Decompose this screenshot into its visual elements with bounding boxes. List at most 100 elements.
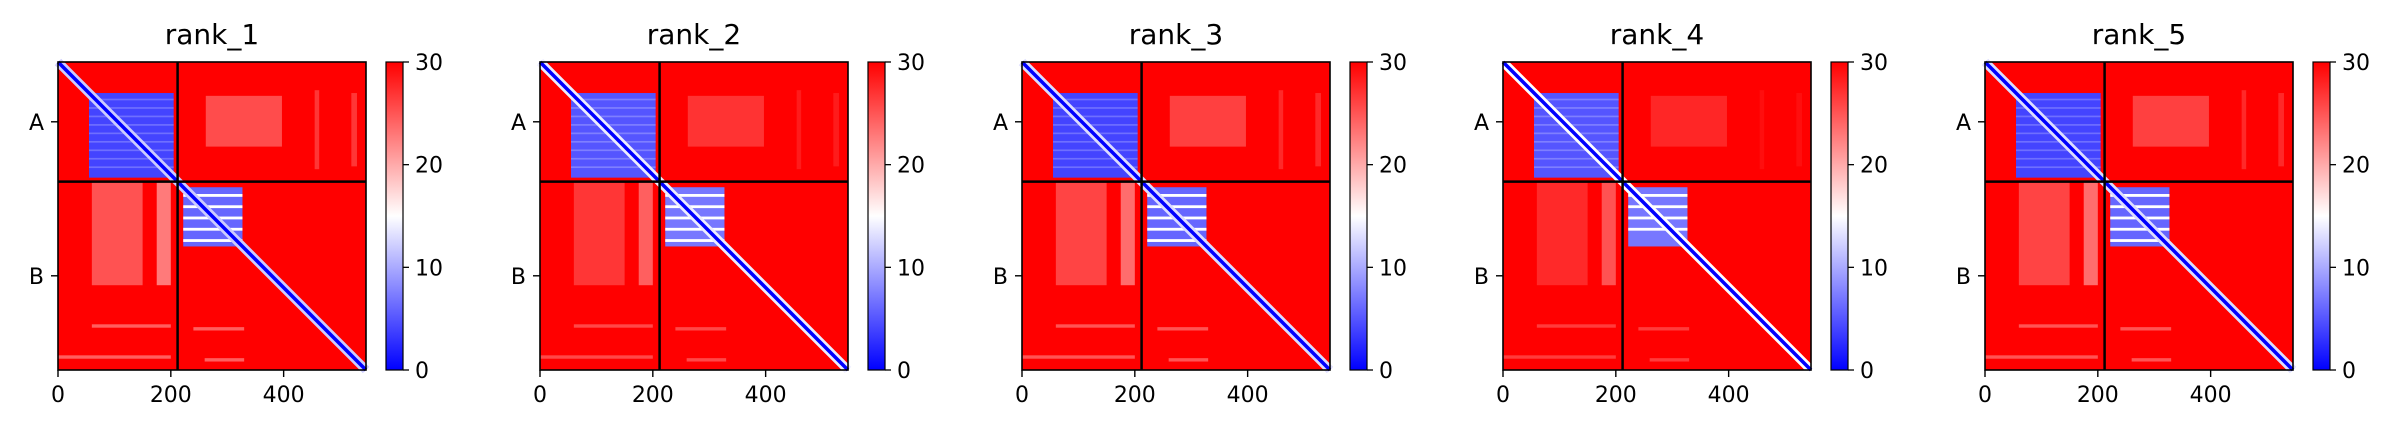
chain-a-texture (571, 98, 656, 101)
chain-label-A: A (993, 111, 1008, 136)
offdiag-speckle (1157, 327, 1209, 331)
chain-a-texture (571, 107, 656, 109)
offdiag-streak (2278, 93, 2284, 167)
x-tick-label: 400 (745, 383, 787, 408)
colorbar-tick-label: 30 (415, 51, 443, 76)
x-tick-label: 0 (1496, 383, 1510, 408)
colorbar-frame (867, 61, 886, 371)
x-tick-label: 0 (1015, 383, 1029, 408)
x-tick-label: 0 (51, 383, 65, 408)
panel-title: rank_3 (1129, 18, 1223, 51)
chain-a-texture (1534, 98, 1619, 101)
offdiag-speckle (1638, 327, 1690, 331)
chain-a-texture (571, 166, 656, 169)
offdiag-streak (1278, 90, 1284, 170)
offdiag-streak (2241, 90, 2247, 170)
colorbar-tick-label: 0 (1860, 359, 1874, 384)
colorbar (1350, 62, 1367, 370)
offdiag-stripe (156, 181, 171, 286)
offdiag-speckle (1536, 324, 1616, 328)
colorbar (868, 62, 885, 370)
heatmap-frame (539, 61, 849, 371)
chain-a-texture (2016, 98, 2101, 101)
heatmap-panel-5: rank_5 A B 0 200 400 0 10 20 30 (1956, 18, 2370, 408)
heatmap-frame (1984, 61, 2294, 371)
chain-a-texture (1053, 98, 1138, 101)
offdiag-speckle (540, 355, 653, 359)
x-tick-label: 200 (1114, 383, 1156, 408)
chain-b-stripe (183, 205, 243, 209)
offdiag-stripe (2018, 181, 2070, 286)
offdiag-stripe (1650, 95, 1727, 147)
colorbar-tick-label: 10 (2342, 256, 2370, 281)
offdiag-speckle (1055, 324, 1135, 328)
colorbar-tick-label: 0 (1379, 359, 1393, 384)
chain-a-texture (89, 107, 174, 109)
colorbar-tick-label: 30 (1860, 51, 1888, 76)
colorbar-tick-label: 30 (1379, 51, 1407, 76)
offdiag-stripe (1601, 181, 1616, 286)
x-tick-label: 200 (632, 383, 674, 408)
offdiag-speckle (91, 324, 171, 328)
heatmap-frame (1021, 61, 1331, 371)
chain-a-texture (2016, 124, 2101, 126)
offdiag-speckle (1022, 355, 1135, 359)
colorbar-tick-label: 10 (1860, 256, 1888, 281)
chain-b-stripe (183, 194, 243, 197)
chain-a-texture (2016, 115, 2101, 118)
x-tick-label: 200 (150, 383, 192, 408)
chain-a-texture (571, 149, 656, 152)
offdiag-speckle (2018, 324, 2098, 328)
offdiag-stripe (1536, 181, 1588, 286)
chain-b-stripe (665, 227, 725, 231)
chain-a-texture (2016, 149, 2101, 152)
offdiag-speckle (2131, 358, 2172, 362)
chain-label-A: A (1956, 111, 1971, 136)
offdiag-speckle (686, 358, 727, 362)
colorbar-tick-label: 20 (1379, 154, 1407, 179)
chain-a-texture (571, 157, 656, 160)
offdiag-stripe (1120, 181, 1135, 286)
chain-b-stripe (1628, 205, 1688, 209)
diagonal-core (56, 60, 368, 372)
chain-label-B: B (993, 265, 1008, 290)
x-tick-label: 0 (533, 383, 547, 408)
offdiag-speckle (1985, 355, 2098, 359)
chain-b-stripe (1147, 239, 1207, 242)
chain-a-texture (1534, 115, 1619, 118)
chain-a-texture (1053, 115, 1138, 118)
diagonal-core (1983, 60, 2295, 372)
chain-a-texture (89, 166, 174, 169)
heatmap-frame (57, 61, 367, 371)
chain-label-A: A (1474, 111, 1489, 136)
diagonal-core (538, 60, 850, 372)
heatmap-panel-3: rank_3 A B 0 200 400 0 10 20 30 (993, 18, 1407, 408)
offdiag-speckle (675, 327, 727, 331)
heatmap-panel-4: rank_4 A B 0 200 400 0 10 20 30 (1474, 18, 1888, 408)
offdiag-stripe (91, 181, 143, 286)
panel-title: rank_5 (2092, 18, 2186, 51)
offdiag-stripe (2132, 95, 2209, 147)
chain-a-texture (1053, 140, 1138, 143)
diagonal-core (1501, 60, 1813, 372)
offdiag-stripe (1055, 181, 1107, 286)
chain-b-stripe (665, 205, 725, 209)
chain-label-B: B (29, 265, 44, 290)
colorbar-tick-label: 10 (415, 256, 443, 281)
colorbar (1831, 62, 1848, 370)
chain-b-stripe (2110, 227, 2170, 231)
colorbar-frame (385, 61, 404, 371)
chain-b-stripe (1147, 194, 1207, 197)
offdiag-streak (833, 93, 839, 167)
chain-a-texture (89, 98, 174, 101)
offdiag-speckle (1503, 355, 1616, 359)
heatmap-panel-2: rank_2 A B 0 200 400 0 10 20 30 (511, 18, 925, 408)
x-tick-label: 400 (2190, 383, 2232, 408)
offdiag-stripe (205, 95, 282, 147)
chain-a-texture (1053, 107, 1138, 109)
chain-a-texture (1053, 149, 1138, 152)
chain-label-B: B (1956, 265, 1971, 290)
chain-a-texture (571, 140, 656, 143)
colorbar-tick-label: 0 (415, 359, 429, 384)
chain-a-texture (1534, 149, 1619, 152)
